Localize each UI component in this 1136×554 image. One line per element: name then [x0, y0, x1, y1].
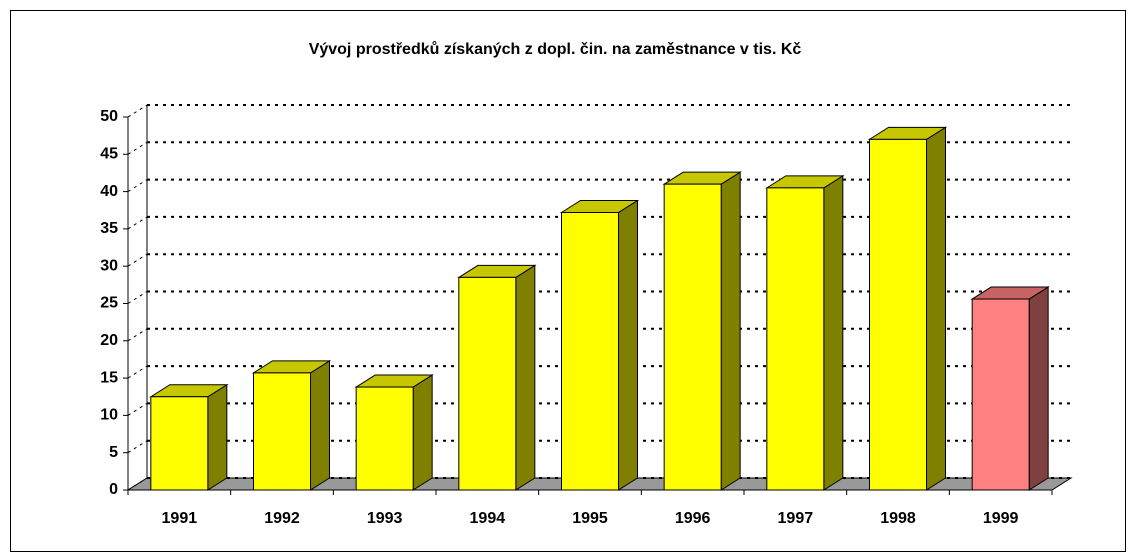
x-tick-label: 1992	[264, 510, 300, 527]
bar	[869, 138, 927, 491]
y-tick-label: 45	[100, 146, 118, 163]
bar-side	[823, 174, 844, 491]
y-tick-label: 30	[100, 257, 118, 274]
x-tick-label: 1999	[983, 510, 1019, 527]
bar-side	[412, 374, 433, 491]
y-tick-label: 5	[109, 444, 118, 461]
chart-title: Vývoj prostředků získaných z dopl. čin. …	[309, 41, 802, 58]
bar	[150, 396, 209, 491]
bar-side	[1028, 286, 1049, 491]
x-tick-label: 1991	[162, 510, 198, 527]
bar-side	[720, 171, 741, 491]
y-tick-label: 25	[100, 295, 118, 312]
y-tick-label: 35	[100, 220, 118, 237]
y-tick-label: 50	[100, 108, 118, 125]
x-tick-label: 1994	[470, 510, 506, 527]
x-tick-label: 1998	[880, 510, 916, 527]
bar-side	[515, 264, 536, 491]
bar	[766, 187, 825, 491]
y-tick-label: 20	[100, 332, 118, 349]
y-tick-label: 15	[100, 369, 118, 386]
bar-side	[926, 126, 946, 491]
bar-side	[207, 383, 228, 491]
y-tick-label: 0	[109, 481, 118, 498]
bar	[253, 372, 311, 491]
x-tick-label: 1995	[572, 510, 608, 527]
y-tick-label: 40	[100, 183, 118, 200]
x-tick-label: 1993	[367, 510, 403, 527]
bar	[663, 183, 722, 491]
x-tick-label: 1997	[778, 510, 814, 527]
bar-side	[618, 199, 638, 491]
bar-side	[310, 359, 330, 491]
x-tick-label: 1996	[675, 510, 711, 527]
bar	[971, 298, 1030, 491]
bar	[561, 211, 619, 491]
bar	[458, 276, 517, 491]
y-tick-label: 10	[100, 407, 118, 424]
bar	[355, 386, 414, 491]
